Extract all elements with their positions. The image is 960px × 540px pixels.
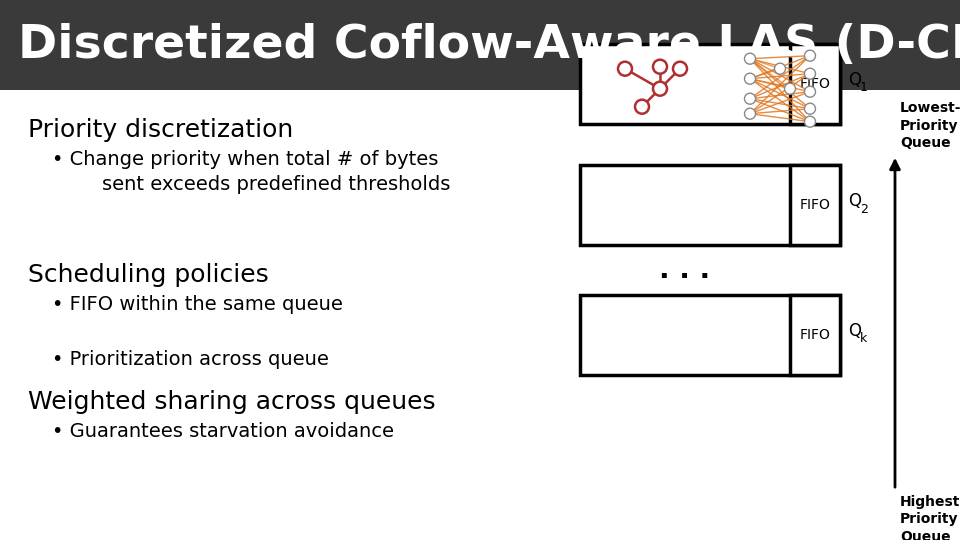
Text: Lowest-
Priority
Queue: Lowest- Priority Queue [900,102,960,150]
Text: FIFO: FIFO [800,328,830,342]
Text: Discretized Coflow-Aware LAS (D-CLAS): Discretized Coflow-Aware LAS (D-CLAS) [18,23,960,68]
Text: Q: Q [848,322,861,340]
Text: . . .: . . . [660,256,710,284]
Text: • Prioritization across queue: • Prioritization across queue [52,350,329,369]
Circle shape [745,93,756,104]
Circle shape [653,82,667,96]
Circle shape [618,62,632,76]
Circle shape [673,62,687,76]
Text: Q: Q [848,192,861,210]
Circle shape [784,83,796,94]
Circle shape [745,73,756,84]
Bar [790,165,840,245]
Circle shape [745,108,756,119]
Text: Highest-
Priority
Queue: Highest- Priority Queue [900,495,960,540]
Text: FIFO: FIFO [800,77,830,91]
Text: 2: 2 [860,202,868,215]
Circle shape [775,63,785,74]
Text: • FIFO within the same queue: • FIFO within the same queue [52,295,343,314]
Circle shape [745,53,756,64]
Text: k: k [860,332,867,345]
Text: Q: Q [848,71,861,89]
Text: • Guarantees starvation avoidance: • Guarantees starvation avoidance [52,422,394,441]
Bar [790,295,840,375]
Circle shape [804,103,815,114]
Bar [790,44,840,124]
Circle shape [804,116,815,127]
Bar [580,295,840,375]
Bar [0,0,960,90]
Circle shape [804,68,815,79]
Text: Weighted sharing across queues: Weighted sharing across queues [28,390,436,414]
Circle shape [635,100,649,114]
Text: • Change priority when total # of bytes
        sent exceeds predefined threshol: • Change priority when total # of bytes … [52,150,450,194]
Text: Priority discretization: Priority discretization [28,118,293,142]
Circle shape [804,86,815,97]
Text: Scheduling policies: Scheduling policies [28,263,269,287]
Bar [580,44,840,124]
Bar [580,165,840,245]
Circle shape [804,50,815,61]
Text: 1: 1 [860,81,868,94]
Text: FIFO: FIFO [800,198,830,212]
Circle shape [653,60,667,73]
